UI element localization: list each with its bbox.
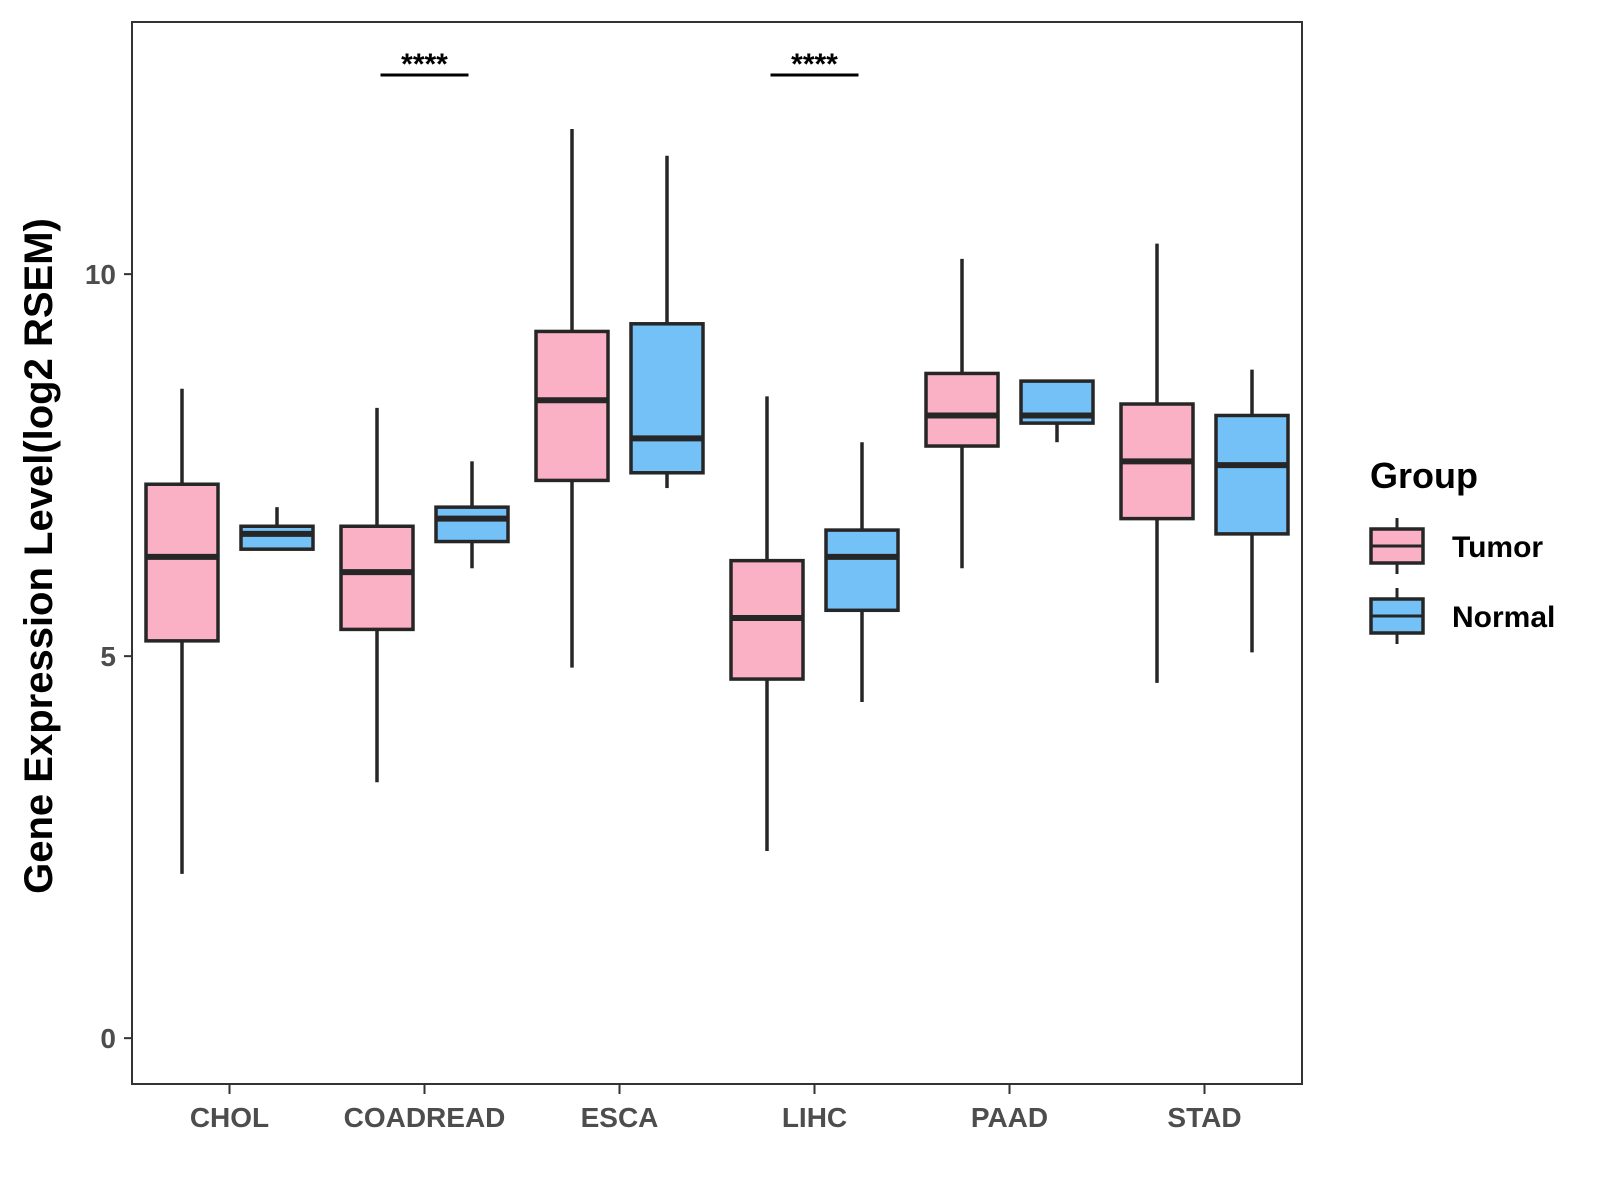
box-paad-tumor — [924, 258, 1000, 569]
legend: Group Tumor Normal — [1369, 455, 1555, 644]
y-tick-label: 10 — [85, 259, 116, 290]
box-iqr — [434, 505, 510, 544]
x-tick-label: COADREAD — [344, 1102, 506, 1133]
box-iqr — [339, 524, 415, 632]
box-iqr — [924, 371, 1000, 448]
box-iqr — [1214, 413, 1290, 536]
box-lihc-normal — [824, 442, 900, 702]
legend-label: Normal — [1452, 601, 1555, 634]
legend-label: Tumor — [1452, 531, 1543, 564]
box-lihc-tumor — [729, 396, 805, 851]
x-tick-label: CHOL — [190, 1102, 269, 1133]
box-chol-tumor — [144, 388, 220, 874]
y-tick-label: 0 — [100, 1023, 116, 1054]
significance-annotations: **** **** — [380, 48, 859, 81]
x-tick-label: PAAD — [971, 1102, 1048, 1133]
legend-item-normal: Normal — [1369, 588, 1555, 644]
x-tick-label: ESCA — [581, 1102, 659, 1133]
legend-item-tumor: Tumor — [1369, 518, 1543, 574]
box-iqr — [824, 528, 900, 613]
box-iqr — [534, 329, 610, 483]
x-axis: CHOL COADREAD ESCA LIHC PAAD STAD — [190, 1084, 1242, 1133]
box-chol-normal — [239, 507, 315, 551]
box-iqr — [239, 524, 315, 551]
box-paad-normal — [1019, 379, 1095, 443]
y-tick-label: 5 — [100, 641, 116, 672]
x-tick-label: LIHC — [782, 1102, 847, 1133]
y-axis: 0 5 10 — [85, 259, 132, 1054]
box-iqr — [629, 322, 705, 475]
box-stad-normal — [1214, 369, 1290, 653]
y-axis-title: Gene Expression Level(log2 RSEM) — [17, 218, 61, 894]
box-coadread-normal — [434, 461, 510, 569]
box-esca-tumor — [534, 128, 610, 668]
box-coadread-tumor — [339, 407, 415, 783]
box-stad-tumor — [1119, 243, 1195, 683]
legend-title: Group — [1370, 455, 1478, 496]
x-tick-label: STAD — [1167, 1102, 1241, 1133]
box-esca-normal — [629, 155, 705, 489]
box-iqr — [144, 482, 220, 643]
plot-panel — [131, 21, 1303, 1085]
box-series — [144, 128, 1290, 874]
